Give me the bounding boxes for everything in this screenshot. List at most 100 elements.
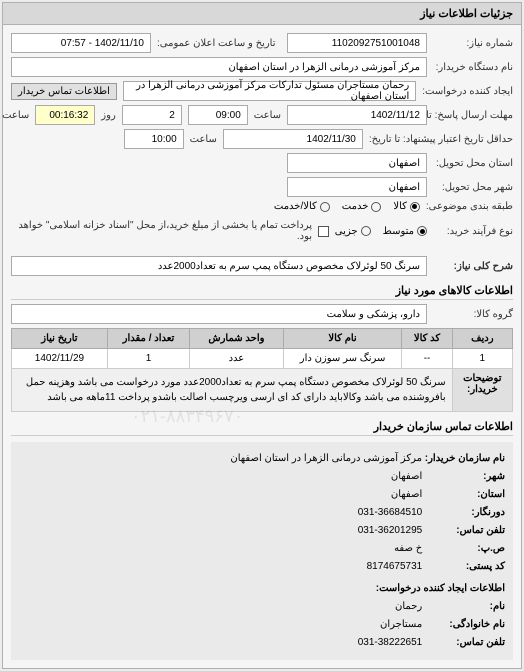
remain-days-label: روز: [101, 110, 116, 121]
postal-value: 8174675731: [367, 561, 423, 572]
table-row: 1 -- سرنگ سر سوزن دار عدد 1 1402/11/29: [12, 349, 513, 369]
budget-radio-group: کالا خدمت کالا/خدمت: [274, 201, 420, 212]
city-label: شهر:: [425, 468, 505, 486]
min-valid-label: حداقل تاریخ اعتبار پیشنهاد: تا تاریخ:: [369, 134, 513, 145]
cell-date: 1402/11/29: [12, 349, 108, 369]
contact-info-button[interactable]: اطلاعات تماس خریدار: [11, 83, 117, 100]
delivery-province-label: استان محل تحویل:: [433, 158, 513, 169]
req-number-label: شماره نیاز:: [433, 38, 513, 49]
row-delivery-province: استان محل تحویل: اصفهان: [11, 153, 513, 173]
radio-dot-icon: [361, 226, 371, 236]
purchase-type-label: نوع فرآیند خرید:: [433, 226, 513, 237]
time-label-2: ساعت: [190, 134, 217, 145]
min-valid-time-field: 10:00: [124, 129, 184, 149]
row-requester: ایجاد کننده درخواست: رحمان مستاجران مسئو…: [11, 81, 513, 101]
buyer-desc-label: توضیحات خریدار:: [452, 369, 512, 412]
province-label: استان:: [425, 486, 505, 504]
treasury-note: پرداخت تمام یا بخشی از مبلغ خرید،از محل …: [11, 216, 312, 246]
budget-option-both[interactable]: کالا/خدمت: [274, 201, 330, 212]
deadline-time-field: 09:00: [188, 105, 248, 125]
row-req-number: شماره نیاز: 1102092751001048 تاریخ و ساع…: [11, 33, 513, 53]
row-main-desc: شرح کلی نیاز: سرنگ 50 لوئرلاک مخصوص دستگ…: [11, 256, 513, 276]
deadline-label: مهلت ارسال پاسخ: تا تاریخ:: [433, 110, 513, 121]
col-code: کد کالا: [402, 329, 452, 349]
main-desc-label: شرح کلی نیاز:: [433, 261, 513, 272]
org-value: مرکز آموزشی درمانی الزهرا در استان اصفها…: [230, 453, 422, 464]
min-valid-date-field: 1402/11/30: [223, 129, 363, 149]
creator-section-title: اطلاعات ایجاد کننده درخواست:: [19, 580, 505, 598]
radio-dot-icon: [410, 202, 420, 212]
announce-field: 1402/11/10 - 07:57: [11, 33, 151, 53]
delivery-city-label: شهر محل تحویل:: [433, 182, 513, 193]
cell-idx: 1: [452, 349, 512, 369]
family-value: مستاجران: [380, 619, 422, 630]
details-panel: جزئیات اطلاعات نیاز شماره نیاز: 11020927…: [2, 2, 522, 669]
col-qty: تعداد / مقدار: [107, 329, 189, 349]
buyer-field: مرکز آموزشی درمانی الزهرا در استان اصفها…: [11, 57, 427, 77]
name-value: رحمان: [395, 601, 422, 612]
fax-label: دورنگار:: [425, 504, 505, 522]
phone-value: 031-36201295: [358, 525, 423, 536]
panel-body: شماره نیاز: 1102092751001048 تاریخ و ساع…: [3, 25, 521, 668]
time-label-1: ساعت: [254, 110, 281, 121]
box-value: خ صفه: [394, 543, 422, 554]
col-name: نام کالا: [283, 329, 402, 349]
box-label: ص.پ:: [425, 540, 505, 558]
purchase-option-minor[interactable]: جزیی: [335, 226, 371, 237]
province-value: اصفهان: [391, 489, 422, 500]
org-label: نام سازمان خریدار:: [425, 450, 505, 468]
cell-name: سرنگ سر سوزن دار: [283, 349, 402, 369]
col-idx: ردیف: [452, 329, 512, 349]
requester-label: ایجاد کننده درخواست:: [422, 86, 513, 97]
family-label: نام خانوادگی:: [425, 616, 505, 634]
row-purchase-type: نوع فرآیند خرید: متوسط جزیی پرداخت تمام …: [11, 216, 513, 246]
delivery-city-field: اصفهان: [287, 177, 427, 197]
creator-phone-value: 031-38222651: [358, 637, 423, 648]
radio-dot-icon: [417, 226, 427, 236]
row-goods-group: گروه کالا: دارو، پزشکی و سلامت: [11, 304, 513, 324]
goods-section-title: اطلاعات کالاهای مورد نیاز: [11, 284, 513, 300]
main-desc-field: سرنگ 50 لوئرلاک مخصوص دستگاه پمپ سرم به …: [11, 256, 427, 276]
deadline-date-field: 1402/11/12: [287, 105, 427, 125]
contact-section-title: اطلاعات تماس سازمان خریدار: [11, 420, 513, 436]
budget-option-goods[interactable]: کالا: [393, 201, 420, 212]
announce-label: تاریخ و ساعت اعلان عمومی:: [157, 38, 276, 49]
row-deadline: مهلت ارسال پاسخ: تا تاریخ: 1402/11/12 سا…: [11, 105, 513, 125]
panel-title: جزئیات اطلاعات نیاز: [3, 3, 521, 25]
goods-table: ردیف کد کالا نام کالا واحد شمارش تعداد /…: [11, 328, 513, 412]
buyer-label: نام دستگاه خریدار:: [433, 62, 513, 73]
cell-unit: عدد: [190, 349, 284, 369]
cell-qty: 1: [107, 349, 189, 369]
creator-phone-label: تلفن تماس:: [425, 634, 505, 652]
table-desc-row: توضیحات خریدار: سرنگ 50 لوئرلاک مخصوص دس…: [12, 369, 513, 412]
contact-block: نام سازمان خریدار: مرکز آموزشی درمانی ال…: [11, 442, 513, 660]
cell-code: --: [402, 349, 452, 369]
row-budget-class: طبقه بندی موضوعی: کالا خدمت کالا/خدمت: [11, 201, 513, 212]
req-number-field: 1102092751001048: [287, 33, 427, 53]
row-min-valid: حداقل تاریخ اعتبار پیشنهاد: تا تاریخ: 14…: [11, 129, 513, 149]
col-date: تاریخ نیاز: [12, 329, 108, 349]
row-delivery-city: شهر محل تحویل: اصفهان: [11, 177, 513, 197]
treasury-checkbox[interactable]: [318, 226, 329, 237]
purchase-radio-group: متوسط جزیی: [335, 226, 427, 237]
budget-label: طبقه بندی موضوعی:: [426, 201, 513, 212]
phone-label: تلفن تماس:: [425, 522, 505, 540]
city-value: اصفهان: [391, 471, 422, 482]
radio-dot-icon: [320, 202, 330, 212]
budget-option-service[interactable]: خدمت: [342, 201, 382, 212]
name-label: نام:: [425, 598, 505, 616]
postal-label: کد پستی:: [425, 558, 505, 576]
row-buyer: نام دستگاه خریدار: مرکز آموزشی درمانی ال…: [11, 57, 513, 77]
group-field: دارو، پزشکی و سلامت: [11, 304, 427, 324]
purchase-option-medium[interactable]: متوسط: [383, 226, 427, 237]
group-label: گروه کالا:: [433, 309, 513, 320]
remain-time-field: 00:16:32: [35, 105, 95, 125]
buyer-desc-text: سرنگ 50 لوئرلاک مخصوص دستگاه پمپ سرم به …: [12, 369, 453, 412]
radio-dot-icon: [371, 202, 381, 212]
remain-label: ساعت باقی مانده: [0, 110, 29, 121]
remain-days-field: 2: [122, 105, 182, 125]
col-unit: واحد شمارش: [190, 329, 284, 349]
requester-field: رحمان مستاجران مسئول تدارکات مرکز آموزشی…: [123, 81, 416, 101]
delivery-province-field: اصفهان: [287, 153, 427, 173]
fax-value: 031-36684510: [358, 507, 423, 518]
